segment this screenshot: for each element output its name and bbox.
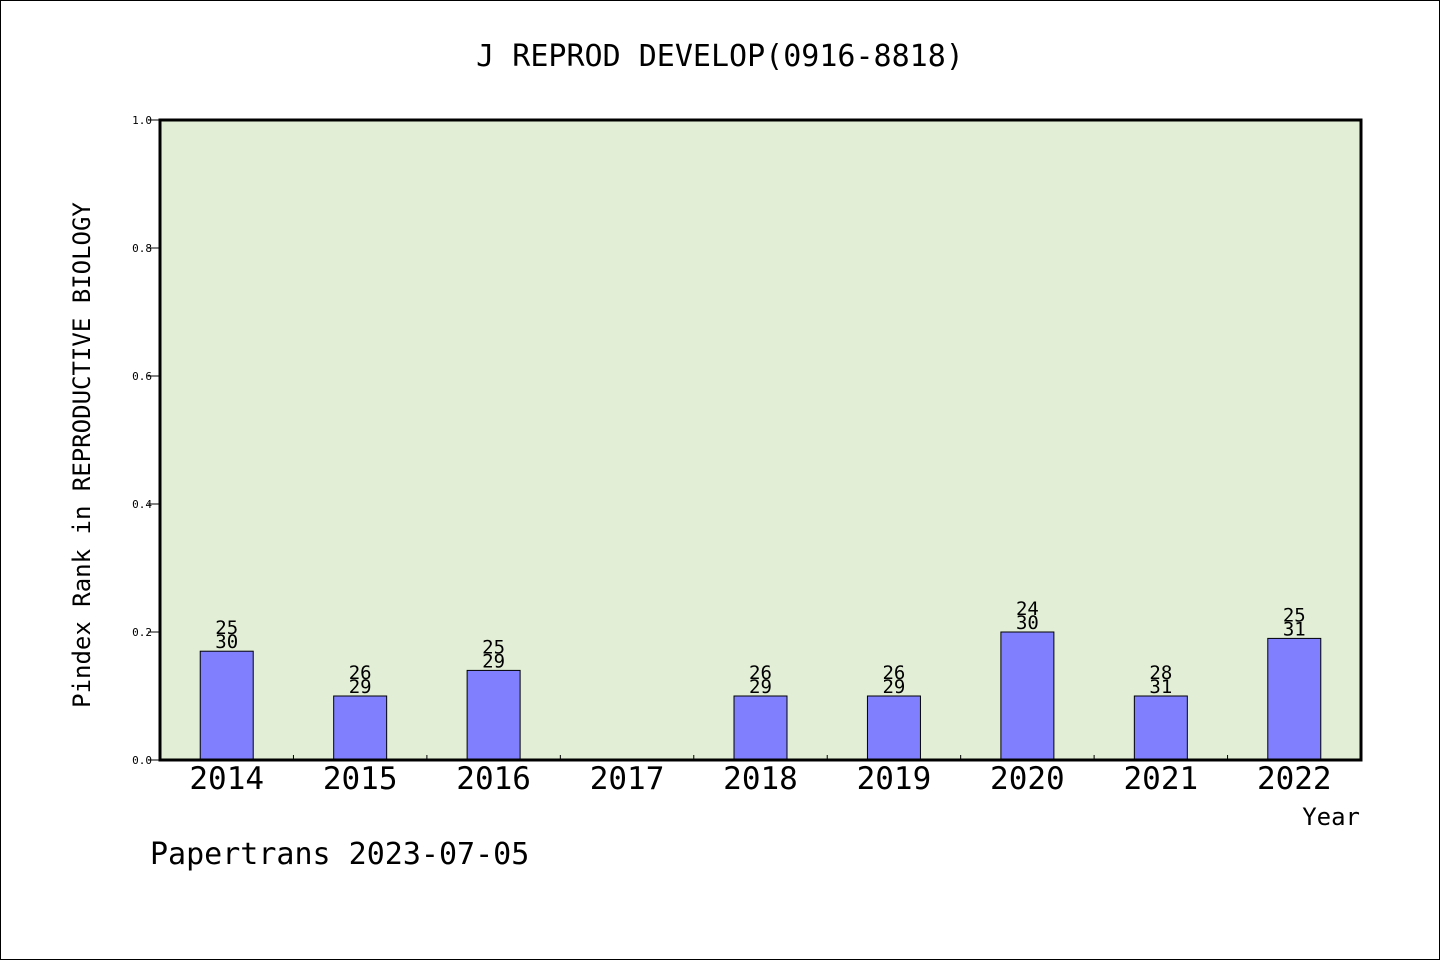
rank-label-2020-a: 24 bbox=[1016, 598, 1039, 620]
rank-label-2021-b: 31 bbox=[1149, 676, 1172, 698]
rank-label-2014-a: 25 bbox=[215, 617, 238, 639]
y-tick-label-1.0: 1.0 bbox=[132, 114, 152, 127]
rank-label-2018-b: 29 bbox=[749, 676, 772, 698]
plot-border bbox=[158, 118, 1363, 762]
x-tick-label-2017: 2017 bbox=[590, 761, 665, 797]
x-tick-label-2016: 2016 bbox=[456, 761, 531, 797]
bar-2018 bbox=[733, 695, 788, 761]
bar-2019 bbox=[866, 695, 921, 761]
bar-2014 bbox=[199, 650, 254, 761]
y-tick-label-0.8: 0.8 bbox=[132, 242, 152, 255]
chart-title: J REPROD DEVELOP(0916-8818) bbox=[476, 39, 964, 74]
rank-label-2021-a: 28 bbox=[1149, 662, 1172, 684]
x-tick-label-2018: 2018 bbox=[723, 761, 798, 797]
rank-label-2022-a: 25 bbox=[1283, 604, 1306, 626]
rank-label-2015-b: 29 bbox=[349, 676, 372, 698]
bar-2022 bbox=[1267, 637, 1322, 761]
x-tick-label-2022: 2022 bbox=[1257, 761, 1332, 797]
rank-label-2014-b: 30 bbox=[215, 631, 238, 653]
rank-label-2020-b: 30 bbox=[1016, 612, 1039, 634]
y-axis-label: Pindex Rank in REPRODUCTIVE BIOLOGY bbox=[68, 202, 96, 708]
y-tick-label-0.6: 0.6 bbox=[132, 370, 152, 383]
footer-stamp: Papertrans 2023-07-05 bbox=[150, 837, 529, 872]
rank-label-2022-b: 31 bbox=[1283, 618, 1306, 640]
x-tick-label-2019: 2019 bbox=[857, 761, 932, 797]
bar-2021 bbox=[1133, 695, 1188, 761]
rank-label-2019-a: 26 bbox=[882, 662, 905, 684]
x-tick-label-2020: 2020 bbox=[990, 761, 1065, 797]
x-axis-label: Year bbox=[1302, 803, 1360, 831]
rank-label-2015-a: 26 bbox=[349, 662, 372, 684]
bar-2016 bbox=[466, 669, 521, 761]
y-tick-label-0.4: 0.4 bbox=[132, 498, 152, 511]
rank-label-2018-a: 26 bbox=[749, 662, 772, 684]
x-tick-label-2021: 2021 bbox=[1124, 761, 1199, 797]
y-tick-label-0.0: 0.0 bbox=[132, 754, 152, 767]
rank-label-2019-b: 29 bbox=[882, 676, 905, 698]
rank-label-2016-a: 25 bbox=[482, 636, 505, 658]
bar-2015 bbox=[333, 695, 388, 761]
plot-area bbox=[160, 120, 1361, 760]
x-tick-label-2014: 2014 bbox=[189, 761, 264, 797]
bar-2020 bbox=[1000, 631, 1055, 761]
rank-label-2016-b: 29 bbox=[482, 650, 505, 672]
y-tick-label-0.2: 0.2 bbox=[132, 626, 152, 639]
x-tick-label-2015: 2015 bbox=[323, 761, 398, 797]
